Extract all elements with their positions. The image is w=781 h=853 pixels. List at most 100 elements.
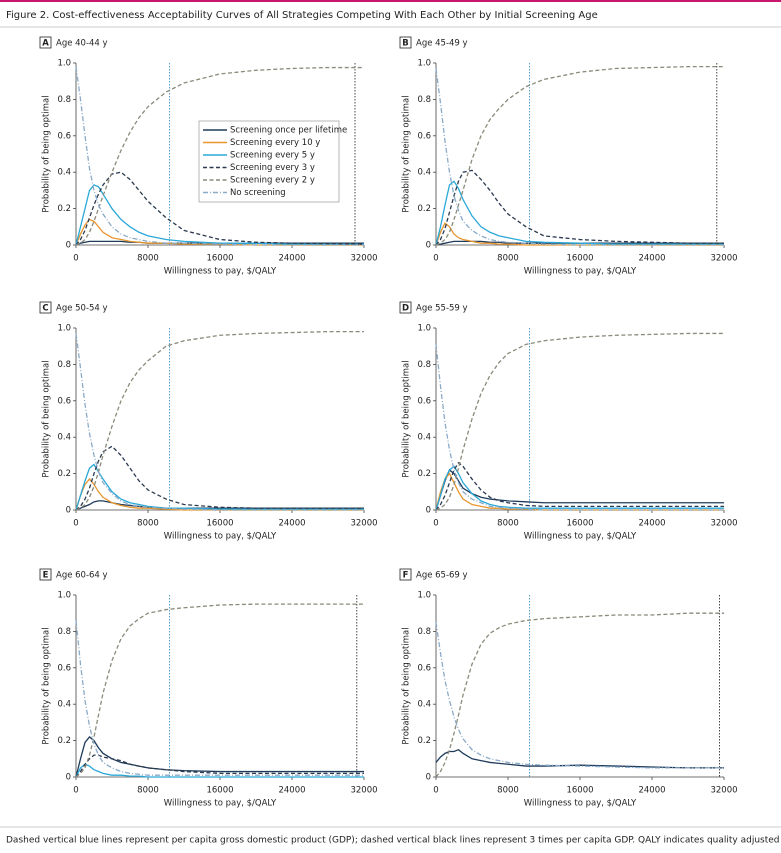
y-tick-label: 0.4: [57, 168, 71, 178]
panel-subtitle: Age 55-59 y: [416, 304, 468, 314]
series-line: [75, 330, 364, 511]
panel-label-box: [39, 301, 52, 314]
panel-subtitle: Age 50-54 y: [56, 304, 108, 314]
series-line: [75, 754, 364, 778]
x-tick-label: 16000: [206, 786, 233, 796]
y-tick-label: 1.0: [57, 324, 71, 334]
y-tick-label: 0: [66, 241, 71, 251]
series-line: [435, 622, 724, 769]
y-tick-label: 1.0: [417, 591, 431, 601]
series-line: [435, 461, 724, 511]
series-line: [435, 748, 724, 769]
x-tick-label: 24000: [638, 254, 665, 264]
y-axis-label: Probability of being optimal: [402, 95, 412, 212]
x-tick-label: 0: [73, 786, 78, 796]
panel-subtitle: Age 40-44 y: [56, 39, 108, 49]
y-tick-label: 0: [426, 241, 431, 251]
y-axis-label: Probability of being optimal: [402, 627, 412, 744]
y-tick-label: 0: [426, 773, 431, 783]
y-tick-label: 0.8: [57, 627, 71, 637]
legend-label: Screening every 5 y: [230, 151, 315, 161]
x-tick-label: 0: [433, 519, 438, 529]
series-line: [435, 468, 724, 511]
series-line: [75, 184, 364, 246]
panel-label: C: [42, 304, 48, 314]
y-tick-label: 0.6: [417, 396, 431, 406]
panel-label: B: [402, 39, 408, 49]
panel-subtitle: Age 45-49 y: [416, 39, 468, 49]
series-line: [435, 68, 724, 246]
y-tick-label: 0.2: [417, 736, 431, 746]
panel-label: E: [43, 571, 49, 581]
y-tick-label: 0.8: [57, 95, 71, 105]
x-tick-label: 24000: [638, 786, 665, 796]
panel-label-box: [399, 568, 412, 581]
x-tick-label: 32000: [350, 254, 377, 264]
panel-label-box: [39, 36, 52, 49]
x-axis-label: Willingness to pay, $/QALY: [164, 532, 277, 542]
x-tick-label: 8000: [497, 254, 519, 264]
series-line: [435, 344, 724, 511]
series-line: [435, 169, 724, 246]
y-tick-label: 0.2: [417, 469, 431, 479]
legend-label: No screening: [230, 188, 286, 198]
y-axis-label: Probability of being optimal: [42, 627, 52, 744]
x-tick-label: 32000: [350, 786, 377, 796]
y-tick-label: 0.8: [417, 627, 431, 637]
series-line: [75, 478, 364, 511]
y-tick-label: 0: [66, 506, 71, 516]
series-line: [435, 222, 724, 246]
y-tick-label: 1.0: [417, 324, 431, 334]
x-tick-label: 32000: [710, 519, 737, 529]
x-tick-label: 32000: [710, 254, 737, 264]
series-line: [75, 463, 364, 511]
panel-label-box: [399, 301, 412, 314]
series-line: [75, 66, 364, 246]
x-tick-label: 8000: [137, 254, 159, 264]
series-line: [75, 763, 364, 778]
y-tick-label: 1.0: [417, 59, 431, 69]
y-axis-label: Probability of being optimal: [42, 95, 52, 212]
y-tick-label: 1.0: [57, 59, 71, 69]
panel-label-box: [39, 568, 52, 581]
panel-label: F: [403, 571, 409, 581]
panel-label-box: [399, 36, 412, 49]
y-axis-label: Probability of being optimal: [42, 360, 52, 477]
panel-subtitle: Age 65-69 y: [416, 571, 468, 581]
x-tick-label: 16000: [206, 519, 233, 529]
x-tick-label: 16000: [566, 786, 593, 796]
y-tick-label: 0.4: [417, 700, 431, 710]
series-line: [435, 240, 724, 246]
series-line: [75, 66, 364, 246]
y-axis-label: Probability of being optimal: [402, 360, 412, 477]
x-tick-label: 16000: [566, 254, 593, 264]
y-tick-label: 0.8: [417, 360, 431, 370]
x-tick-label: 24000: [638, 519, 665, 529]
x-tick-label: 24000: [278, 519, 305, 529]
x-tick-label: 24000: [278, 786, 305, 796]
x-axis-label: Willingness to pay, $/QALY: [164, 799, 277, 809]
x-tick-label: 16000: [566, 519, 593, 529]
y-tick-label: 0.6: [57, 131, 71, 141]
x-axis-label: Willingness to pay, $/QALY: [524, 267, 637, 277]
x-tick-label: 24000: [278, 254, 305, 264]
series-line: [75, 620, 364, 776]
series-line: [435, 465, 724, 511]
panel-subtitle: Age 60-64 y: [56, 571, 108, 581]
x-tick-label: 0: [73, 519, 78, 529]
series-line: [435, 180, 724, 246]
y-tick-label: 0.6: [57, 396, 71, 406]
legend-label: Screening every 2 y: [230, 176, 315, 186]
series-line: [75, 171, 365, 246]
footnote: Dashed vertical blue lines represent per…: [6, 836, 781, 846]
figure-title: Figure 2. Cost-effectiveness Acceptabili…: [6, 10, 598, 21]
x-tick-label: 16000: [206, 254, 233, 264]
x-tick-label: 8000: [497, 786, 519, 796]
legend-label: Screening every 10 y: [230, 138, 320, 148]
y-tick-label: 0.6: [417, 131, 431, 141]
y-tick-label: 1.0: [57, 591, 71, 601]
y-tick-label: 0.2: [57, 204, 71, 214]
x-tick-label: 32000: [350, 519, 377, 529]
y-tick-label: 0: [66, 773, 71, 783]
